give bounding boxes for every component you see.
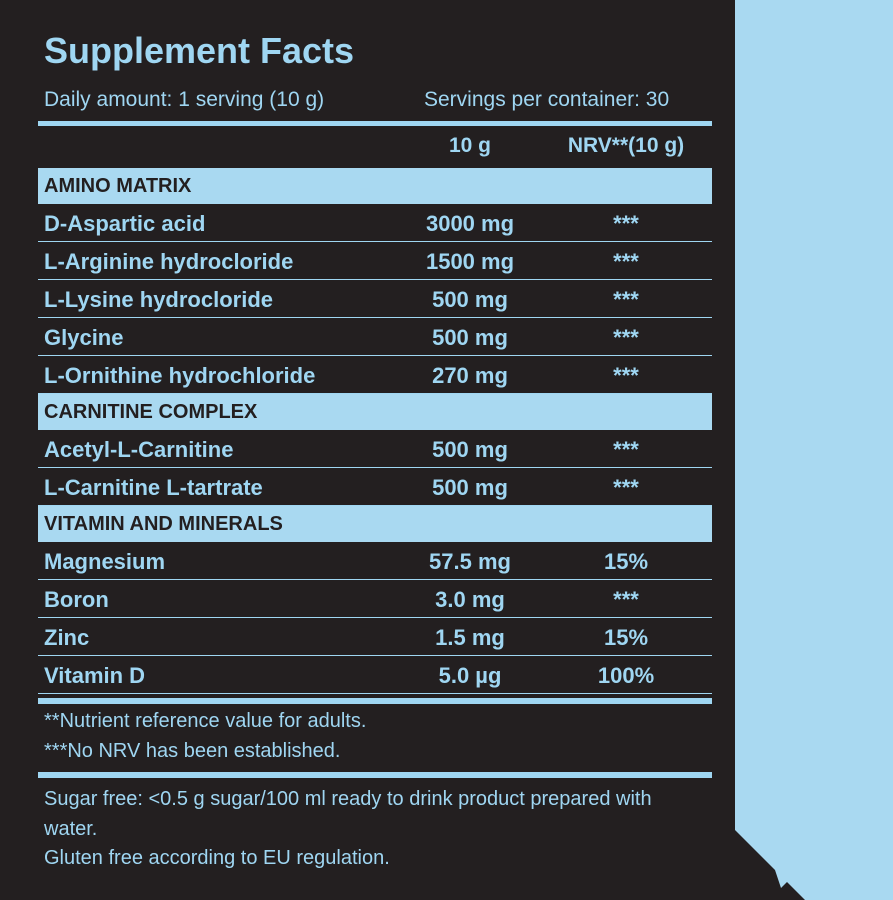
amount: 57.5 mg	[429, 549, 511, 574]
nutrient-name: D-Aspartic acid	[44, 211, 206, 236]
column-header: NRV**(10 g)	[567, 134, 685, 157]
nrv: ***	[613, 211, 639, 236]
nutrient-name: Magnesium	[44, 549, 166, 574]
amount: 1500 mg	[425, 249, 515, 274]
table-row: D-Aspartic acid 3000 mg ***	[38, 204, 712, 242]
amount: 270 mg	[432, 363, 508, 388]
section-header: VITAMIN AND MINERALS	[38, 506, 712, 542]
section-header: AMINO MATRIX	[38, 168, 712, 204]
table-row: L-Arginine hydrocloride 1500 mg ***	[38, 242, 712, 280]
amount: 500 mg	[432, 437, 508, 462]
nutrient-name: Glycine	[44, 325, 124, 350]
nrv: 15%	[603, 625, 649, 650]
title: Supplement Facts	[44, 30, 355, 71]
table-row: Acetyl-L-Carnitine 500 mg ***	[38, 430, 712, 468]
nrv: ***	[613, 475, 639, 500]
amount: 500 mg	[432, 287, 508, 312]
divider	[38, 698, 712, 704]
nutrient-name: Acetyl-L-Carnitine	[44, 437, 234, 462]
table-row: L-Ornithine hydrochloride 270 mg ***	[38, 356, 712, 394]
footnote: **Nutrient reference value for adults.	[44, 710, 367, 732]
nutrient-name: L-Arginine hydrocloride	[44, 249, 294, 274]
nutrient-name: Vitamin D	[44, 663, 146, 688]
footnote: ***No NRV has been established.	[44, 740, 341, 762]
nrv: ***	[613, 287, 639, 312]
nutrient-name: Zinc	[44, 625, 90, 650]
nutrient-name: L-Lysine hydrocloride	[44, 287, 274, 312]
nutrient-name: L-Carnitine L-tartrate	[44, 475, 263, 500]
amount: 500 mg	[432, 325, 508, 350]
amount: 1.5 mg	[435, 625, 505, 650]
table-row: Glycine 500 mg ***	[38, 318, 712, 356]
amount: 500 mg	[432, 475, 508, 500]
amount: 3.0 mg	[435, 587, 505, 612]
nrv: ***	[613, 587, 639, 612]
table-row: L-Lysine hydrocloride 500 mg ***	[38, 280, 712, 318]
servings: Servings per container: 30	[424, 88, 670, 111]
nrv: ***	[613, 249, 639, 274]
nrv: ***	[613, 363, 639, 388]
peel-panel: FR: Décoller ici pour lire la version fr…	[735, 0, 893, 900]
section-header: CARNITINE COMPLEX	[38, 394, 712, 430]
notes: Sugar free: <0.5 g sugar/100 ml ready to…	[44, 785, 684, 874]
table-row: Zinc 1.5 mg 15%	[38, 618, 712, 656]
daily-amount: Daily amount: 1 serving (10 g)	[44, 88, 325, 111]
table-row: Vitamin D 5.0 µg 100%	[38, 656, 712, 694]
divider	[38, 772, 712, 778]
amount: 5.0 µg	[438, 663, 502, 688]
peel-corner	[735, 830, 805, 900]
table-row: L-Carnitine L-tartrate 500 mg ***	[38, 468, 712, 506]
note: Gluten free according to EU regulation.	[44, 847, 390, 869]
note: Sugar free: <0.5 g sugar/100 ml ready to…	[44, 788, 652, 840]
nrv: 15%	[603, 549, 649, 574]
divider	[38, 121, 712, 126]
nrv: ***	[613, 325, 639, 350]
nutrient-name: L-Ornithine hydrochloride	[44, 363, 316, 388]
column-header: 10 g	[448, 134, 492, 157]
amount: 3000 mg	[425, 211, 515, 236]
table-row: Boron 3.0 mg ***	[38, 580, 712, 618]
table-row: Magnesium 57.5 mg 15%	[38, 542, 712, 580]
nutrient-name: Boron	[44, 587, 109, 612]
nrv: 100%	[597, 663, 655, 688]
nrv: ***	[613, 437, 639, 462]
